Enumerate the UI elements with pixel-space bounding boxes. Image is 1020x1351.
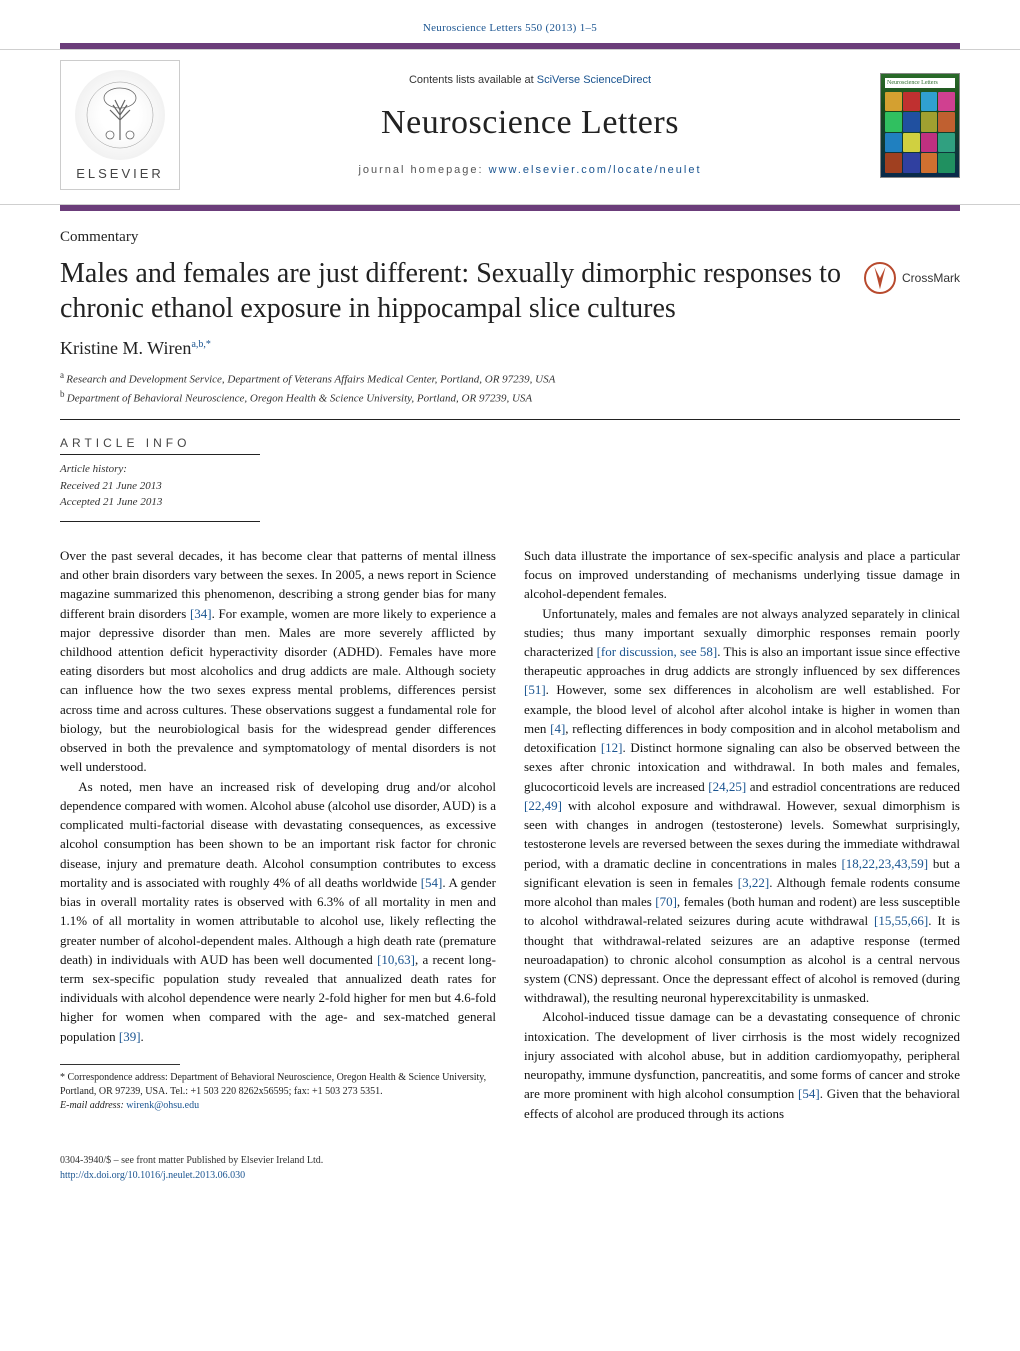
cover-cell xyxy=(903,112,920,132)
email-line: E-mail address: wirenk@ohsu.edu xyxy=(60,1099,496,1113)
body-columns: Over the past several decades, it has be… xyxy=(0,522,1020,1143)
citation-link[interactable]: [51] xyxy=(524,682,546,697)
cover-cell xyxy=(938,112,955,132)
citation-link[interactable]: [for discussion, see 58] xyxy=(597,644,718,659)
journal-title: Neuroscience Letters xyxy=(200,104,860,142)
cover-cell xyxy=(921,92,938,112)
doi-link[interactable]: http://dx.doi.org/10.1016/j.neulet.2013.… xyxy=(60,1170,245,1181)
cover-cell xyxy=(903,133,920,153)
citation-link[interactable]: [34] xyxy=(190,606,212,621)
body-paragraph: Over the past several decades, it has be… xyxy=(60,546,496,777)
affiliation-text: Department of Behavioral Neuroscience, O… xyxy=(67,393,532,405)
column-left: Over the past several decades, it has be… xyxy=(60,546,496,1123)
masthead: ELSEVIER Contents lists available at Sci… xyxy=(0,49,1020,205)
author-marks: a,b,* xyxy=(191,339,210,350)
cover-cell xyxy=(921,153,938,173)
article-title: Males and females are just different: Se… xyxy=(60,256,844,326)
crossmark-badge[interactable]: CrossMark xyxy=(864,262,960,294)
sciencedirect-link[interactable]: SciVerse ScienceDirect xyxy=(537,74,651,86)
affiliation-text: Research and Development Service, Depart… xyxy=(66,374,555,386)
correspondence-note: * Correspondence address: Department of … xyxy=(60,1071,496,1099)
crossmark-icon xyxy=(864,262,896,294)
cover-cell xyxy=(903,92,920,112)
elsevier-tree-icon xyxy=(75,70,165,160)
crossmark-label: CrossMark xyxy=(902,271,960,285)
cover-cell xyxy=(885,153,902,173)
citation-link[interactable]: [22,49] xyxy=(524,798,562,813)
homepage-prefix: journal homepage: xyxy=(358,164,488,176)
cover-cell xyxy=(921,133,938,153)
affiliation-mark: b xyxy=(60,389,67,399)
history-label: Article history: xyxy=(60,463,127,475)
footnotes: * Correspondence address: Department of … xyxy=(60,1071,496,1113)
body-paragraph: As noted, men have an increased risk of … xyxy=(60,777,496,1046)
cover-cell xyxy=(938,92,955,112)
article-info-label: article info xyxy=(0,420,1020,454)
affiliation-line: a Research and Development Service, Depa… xyxy=(60,369,960,388)
citation-link[interactable]: [24,25] xyxy=(708,779,746,794)
citation-link[interactable]: [39] xyxy=(119,1029,141,1044)
body-paragraph: Such data illustrate the importance of s… xyxy=(524,546,960,604)
contents-prefix: Contents lists available at xyxy=(409,74,537,86)
body-paragraph: Alcohol-induced tissue damage can be a d… xyxy=(524,1007,960,1122)
affiliation-line: b Department of Behavioral Neuroscience,… xyxy=(60,388,960,407)
citation-link[interactable]: [70] xyxy=(655,894,677,909)
cover-cell xyxy=(885,133,902,153)
cover-cell xyxy=(885,92,902,112)
article-type: Commentary xyxy=(0,211,1020,252)
page-footer: 0304-3940/$ – see front matter Published… xyxy=(0,1143,1020,1213)
article-history: Article history: Received 21 June 2013 A… xyxy=(0,455,1020,521)
email-link[interactable]: wirenk@ohsu.edu xyxy=(126,1100,199,1111)
citation-link[interactable]: [12] xyxy=(601,740,623,755)
cover-cell xyxy=(885,112,902,132)
cover-cell xyxy=(903,153,920,173)
history-received: Received 21 June 2013 xyxy=(60,480,162,492)
journal-reference[interactable]: Neuroscience Letters 550 (2013) 1–5 xyxy=(423,22,597,34)
citation-link[interactable]: [10,63] xyxy=(377,952,415,967)
history-accepted: Accepted 21 June 2013 xyxy=(60,496,162,508)
footnote-rule xyxy=(60,1064,180,1065)
homepage-link[interactable]: www.elsevier.com/locate/neulet xyxy=(489,164,702,176)
cover-cell xyxy=(921,112,938,132)
affiliations: a Research and Development Service, Depa… xyxy=(0,363,1020,419)
cover-cell xyxy=(938,133,955,153)
body-paragraph: Unfortunately, males and females are not… xyxy=(524,604,960,1008)
cover-cell xyxy=(938,153,955,173)
elsevier-logo: ELSEVIER xyxy=(60,60,180,190)
citation-link[interactable]: [4] xyxy=(550,721,565,736)
copyright-line: 0304-3940/$ – see front matter Published… xyxy=(60,1155,323,1166)
journal-homepage: journal homepage: www.elsevier.com/locat… xyxy=(200,164,860,176)
author-name: Kristine M. Wiren xyxy=(60,338,191,358)
citation-link[interactable]: [54] xyxy=(421,875,443,890)
citation-link[interactable]: [18,22,23,43,59] xyxy=(841,856,928,871)
contents-line: Contents lists available at SciVerse Sci… xyxy=(200,74,860,86)
citation-link[interactable]: [15,55,66] xyxy=(874,913,928,928)
cover-thumb-title: Neuroscience Letters xyxy=(885,78,955,88)
elsevier-label: ELSEVIER xyxy=(76,166,164,181)
citation-link[interactable]: [54] xyxy=(798,1086,820,1101)
citation-link[interactable]: [3,22] xyxy=(738,875,769,890)
column-right: Such data illustrate the importance of s… xyxy=(524,546,960,1123)
author-line: Kristine M. Wirena,b,* xyxy=(0,326,1020,363)
journal-cover-thumbnail: Neuroscience Letters xyxy=(880,73,960,178)
